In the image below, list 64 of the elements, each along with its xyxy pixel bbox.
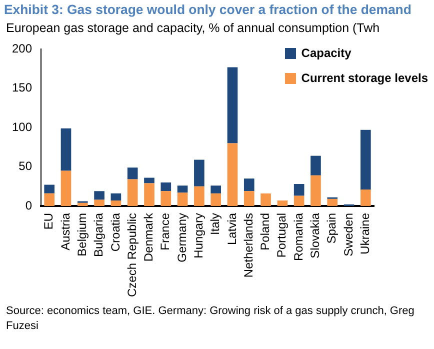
x-tick-label: Ukraine xyxy=(358,212,372,254)
x-tick-label: Belgium xyxy=(74,212,89,256)
bar xyxy=(160,182,172,192)
bar xyxy=(294,184,304,196)
x-tick-label: Hungary xyxy=(192,212,206,258)
x-tick-label: Denmark xyxy=(142,212,156,262)
bar xyxy=(127,168,138,180)
x-tick-label: Netherlands xyxy=(241,212,256,278)
bar xyxy=(110,200,122,206)
x-tick-label: EU xyxy=(42,212,56,230)
x-tick-label: Latvia xyxy=(224,212,239,245)
bar xyxy=(177,192,188,206)
bar xyxy=(210,186,221,194)
x-tick-label: Italy xyxy=(208,212,222,235)
x-tick-label: Spain xyxy=(324,212,339,244)
bar xyxy=(44,193,55,206)
bar xyxy=(244,178,254,192)
bar xyxy=(210,193,221,206)
bar xyxy=(294,196,304,206)
chart-title: Exhibit 3: Gas storage would only cover a fraction of the demand xyxy=(4,2,412,17)
x-tick-label: Bulgaria xyxy=(92,212,106,257)
bar xyxy=(160,191,172,206)
bar xyxy=(177,186,188,193)
x-tick-label: Czech Republic xyxy=(124,212,139,298)
legend-label: Capacity xyxy=(301,46,352,60)
y-tick-label: 50 xyxy=(18,159,32,174)
x-tick-label: Croatia xyxy=(108,212,122,252)
bar xyxy=(144,183,154,206)
bar xyxy=(277,200,288,206)
bar xyxy=(144,178,154,184)
bar xyxy=(360,130,371,190)
legend-label: Current storage levels xyxy=(301,71,428,85)
bar xyxy=(327,198,338,206)
y-tick-label: 200 xyxy=(12,42,32,56)
bar xyxy=(260,193,271,206)
x-tick-label: Austria xyxy=(58,212,72,250)
bar xyxy=(77,202,88,206)
bar xyxy=(244,191,254,206)
x-tick-label: Slovakia xyxy=(308,212,322,258)
x-tick-label: France xyxy=(158,212,172,250)
bar xyxy=(194,186,204,206)
bar xyxy=(227,143,238,206)
x-tick-label: Germany xyxy=(174,212,189,262)
bar xyxy=(94,191,104,200)
x-tick-label: Poland xyxy=(258,212,272,250)
bar xyxy=(110,193,122,200)
bar xyxy=(127,179,138,206)
x-tick-label: Romania xyxy=(291,212,306,261)
x-tick-label: Sweden xyxy=(341,212,356,256)
bar xyxy=(60,170,72,206)
y-tick-label: 150 xyxy=(12,80,32,95)
bar xyxy=(310,175,321,206)
bar xyxy=(60,128,72,171)
bar xyxy=(310,156,321,176)
bar xyxy=(360,190,371,206)
source-note: Source: economics team, GIE. Germany: Growing risk of a gas supply crunch, Greg Fuzesi xyxy=(6,304,416,334)
bar xyxy=(227,67,238,144)
y-tick-label: 0 xyxy=(25,198,32,212)
bar xyxy=(94,200,104,206)
x-tick-label: Portugal xyxy=(274,212,289,258)
y-tick-label: 100 xyxy=(12,120,32,134)
chart-subtitle: European gas storage and capacity, % of annual consumption (Twh xyxy=(6,21,380,35)
bar xyxy=(44,184,55,194)
bar xyxy=(194,160,204,186)
